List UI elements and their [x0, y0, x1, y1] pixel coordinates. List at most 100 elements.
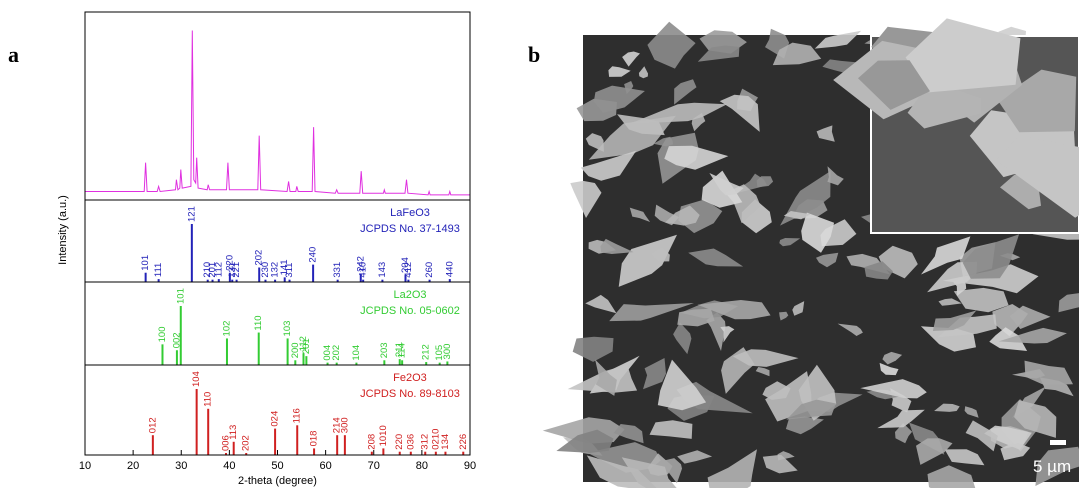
sem-flake	[964, 406, 979, 418]
sem-flake	[600, 238, 634, 254]
sem-flake	[1024, 360, 1073, 385]
sem-flake	[617, 114, 665, 136]
sem-flake	[647, 21, 696, 69]
sem-flake	[657, 359, 707, 411]
sem-flake	[709, 173, 744, 196]
x-tick-label: 60	[320, 460, 332, 472]
hkl-label: 018	[309, 431, 320, 447]
hkl-label: 300	[339, 417, 350, 433]
sem-flake	[895, 423, 913, 444]
sem-flake	[816, 125, 835, 142]
sem-flake	[580, 150, 637, 181]
hkl-label: 212	[421, 344, 432, 360]
sem-flake	[783, 211, 811, 220]
sem-flake	[595, 359, 617, 396]
sem-flake	[866, 389, 902, 400]
hkl-label: 312	[420, 434, 431, 450]
hkl-label: 331	[332, 262, 343, 278]
sem-flake	[677, 450, 713, 464]
hkl-label: 113	[228, 425, 239, 440]
sem-flake	[585, 294, 617, 314]
hkl-label: 214	[332, 417, 343, 433]
hkl-label: 114	[397, 343, 408, 358]
sem-flake	[697, 300, 771, 320]
hkl-label: 242	[355, 256, 366, 272]
hkl-label: 0210	[430, 429, 441, 450]
hkl-label: 226	[458, 434, 469, 450]
x-tick-label: 40	[223, 460, 235, 472]
hkl-label: 311	[284, 263, 295, 278]
hkl-label: 202	[254, 250, 265, 266]
sem-flake	[572, 336, 614, 362]
x-tick-label: 80	[416, 460, 428, 472]
hkl-label: 006	[221, 435, 232, 451]
sem-flake	[649, 420, 693, 439]
reference-card: JCPDS No. 37-1493	[360, 223, 460, 235]
sem-flake	[932, 310, 977, 331]
sem-flake	[785, 416, 824, 435]
hkl-label: 141	[279, 260, 290, 276]
sem-flake	[756, 176, 774, 188]
y-axis-label: Intensity (a.u.)	[57, 195, 69, 265]
reference-name: LaFeO3	[390, 207, 430, 219]
sem-flake	[677, 308, 715, 327]
sem-flake	[953, 287, 1009, 313]
sem-flake	[816, 252, 839, 268]
sem-flake	[1058, 293, 1079, 313]
sem-flake	[772, 42, 822, 66]
x-tick-label: 20	[127, 460, 139, 472]
sem-flake	[621, 457, 677, 488]
sem-flake	[998, 327, 1067, 344]
hkl-label: 103	[282, 321, 293, 337]
hkl-label: 208	[366, 434, 377, 450]
sem-flake	[879, 362, 899, 376]
sem-flake	[720, 326, 735, 343]
hkl-label: 100	[157, 326, 168, 342]
inset-flake	[997, 69, 1077, 133]
sem-flake	[664, 145, 729, 170]
hkl-label: 104	[191, 371, 202, 387]
hkl-label: 1010	[378, 425, 389, 446]
hkl-label: 004	[322, 345, 333, 361]
sem-flake	[786, 399, 836, 420]
hkl-label: 102	[221, 321, 232, 337]
sem-flake	[658, 458, 682, 484]
sem-flake	[779, 238, 801, 247]
x-tick-label: 30	[175, 460, 187, 472]
sem-flake	[674, 79, 697, 105]
hkl-label: 111	[153, 263, 164, 277]
sem-flake	[608, 66, 631, 77]
sem-flake	[665, 205, 700, 226]
sem-flake	[762, 454, 798, 474]
x-tick-label: 10	[79, 460, 91, 472]
reference-name: Fe2O3	[393, 372, 427, 384]
hkl-label: 412	[403, 262, 414, 278]
x-tick-label: 50	[271, 460, 283, 472]
sem-flake	[938, 298, 962, 306]
sem-flake	[1009, 305, 1051, 329]
sem-flake	[882, 351, 903, 365]
hkl-label: 121	[186, 206, 197, 222]
sem-flake	[1014, 400, 1057, 438]
hkl-label: 024	[270, 411, 281, 427]
hkl-label: 201	[207, 262, 218, 278]
sem-flake	[638, 66, 648, 79]
sem-flake	[837, 323, 863, 336]
hkl-label: 211	[394, 342, 405, 357]
sem-flake	[942, 264, 1039, 294]
sem-flake	[707, 449, 757, 488]
sem-flake	[570, 180, 602, 218]
sem-flake	[814, 30, 862, 49]
sem-flake	[719, 94, 760, 132]
hkl-label: 002	[171, 332, 182, 348]
hkl-label: 204	[400, 257, 411, 273]
hkl-label: 260	[424, 262, 435, 278]
hkl-label: 131	[227, 262, 238, 278]
x-tick-label: 90	[464, 460, 476, 472]
panel-label: a	[8, 42, 19, 67]
sem-flake	[1000, 443, 1031, 461]
hkl-label: 220	[224, 255, 235, 271]
sem-flake	[673, 322, 692, 355]
inset-flake	[858, 60, 930, 110]
